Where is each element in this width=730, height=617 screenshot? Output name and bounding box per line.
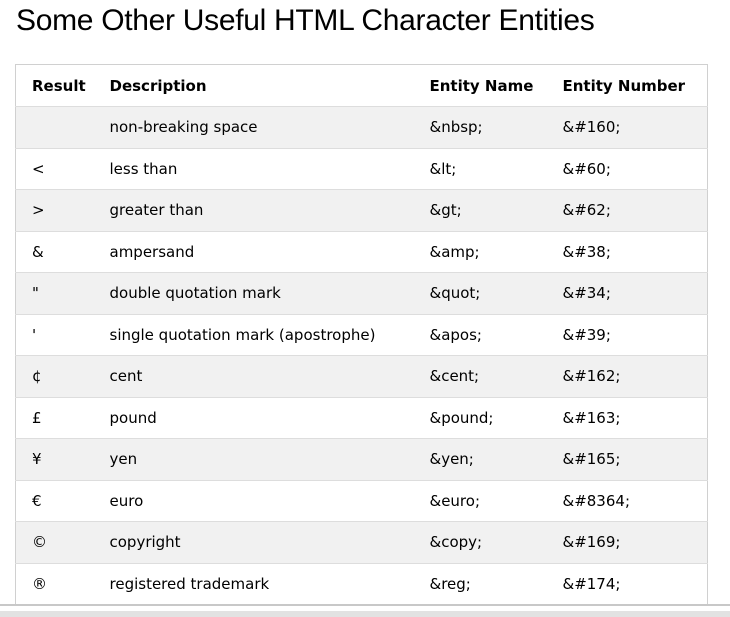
cell-result: & [15, 231, 94, 273]
table-row: ® registered trademark &reg; &#174; [15, 563, 708, 605]
column-header-description: Description [93, 64, 414, 107]
cell-entity-number: &#60; [546, 148, 708, 190]
page-title: Some Other Useful HTML Character Entitie… [16, 4, 595, 37]
table-row: £ pound &pound; &#163; [15, 397, 708, 439]
cell-result: ® [15, 563, 94, 605]
table-row: ¥ yen &yen; &#165; [15, 438, 708, 481]
cell-entity-name: &gt; [413, 189, 547, 232]
table-row: ¢ cent &cent; &#162; [15, 355, 708, 398]
cell-description: ampersand [93, 231, 414, 273]
cell-entity-name: &yen; [413, 438, 547, 481]
cell-entity-name: &amp; [413, 231, 547, 273]
column-header-result: Result [15, 64, 94, 107]
table-row: < less than &lt; &#60; [15, 148, 708, 190]
cell-entity-number: &#165; [546, 438, 708, 481]
cell-result: < [15, 148, 94, 190]
horizontal-scrollbar-thumb[interactable] [0, 611, 730, 617]
table-row: > greater than &gt; &#62; [15, 189, 708, 232]
cell-entity-name: &lt; [413, 148, 547, 190]
cell-entity-number: &#38; [546, 231, 708, 273]
cell-entity-name: &nbsp; [413, 106, 547, 149]
cell-entity-number: &#162; [546, 355, 708, 398]
content-bottom-border [0, 604, 730, 606]
cell-result: ¥ [15, 438, 94, 481]
cell-entity-name: &copy; [413, 521, 547, 564]
cell-description: copyright [93, 521, 414, 564]
cell-result: € [15, 480, 94, 522]
cell-result [15, 106, 94, 149]
cell-description: yen [93, 438, 414, 481]
table-row: © copyright &copy; &#169; [15, 521, 708, 564]
cell-entity-name: &euro; [413, 480, 547, 522]
cell-entity-number: &#160; [546, 106, 708, 149]
entities-table-container: Result Description Entity Name Entity Nu… [15, 64, 708, 605]
cell-entity-number: &#169; [546, 521, 708, 564]
table-header-row: Result Description Entity Name Entity Nu… [15, 64, 708, 107]
cell-description: registered trademark [93, 563, 414, 605]
column-header-entity-name: Entity Name [413, 64, 547, 107]
table-row: " double quotation mark &quot; &#34; [15, 272, 708, 315]
cell-entity-number: &#174; [546, 563, 708, 605]
cell-entity-name: &reg; [413, 563, 547, 605]
column-header-entity-number: Entity Number [546, 64, 708, 107]
cell-entity-name: &quot; [413, 272, 547, 315]
cell-result: © [15, 521, 94, 564]
table-row: ' single quotation mark (apostrophe) &ap… [15, 314, 708, 356]
cell-entity-number: &#62; [546, 189, 708, 232]
cell-entity-name: &cent; [413, 355, 547, 398]
cell-entity-name: &apos; [413, 314, 547, 356]
cell-description: euro [93, 480, 414, 522]
cell-description: non-breaking space [93, 106, 414, 149]
table-row: & ampersand &amp; &#38; [15, 231, 708, 273]
cell-description: single quotation mark (apostrophe) [93, 314, 414, 356]
cell-entity-number: &#34; [546, 272, 708, 315]
cell-entity-number: &#8364; [546, 480, 708, 522]
entities-table: Result Description Entity Name Entity Nu… [15, 64, 708, 605]
cell-description: pound [93, 397, 414, 439]
cell-result: > [15, 189, 94, 232]
cell-result: ' [15, 314, 94, 356]
cell-description: double quotation mark [93, 272, 414, 315]
cell-result: £ [15, 397, 94, 439]
cell-result: ¢ [15, 355, 94, 398]
table-row: non-breaking space &nbsp; &#160; [15, 106, 708, 149]
cell-description: cent [93, 355, 414, 398]
cell-entity-name: &pound; [413, 397, 547, 439]
cell-entity-number: &#163; [546, 397, 708, 439]
cell-result: " [15, 272, 94, 315]
cell-description: less than [93, 148, 414, 190]
table-row: € euro &euro; &#8364; [15, 480, 708, 522]
cell-entity-number: &#39; [546, 314, 708, 356]
cell-description: greater than [93, 189, 414, 232]
